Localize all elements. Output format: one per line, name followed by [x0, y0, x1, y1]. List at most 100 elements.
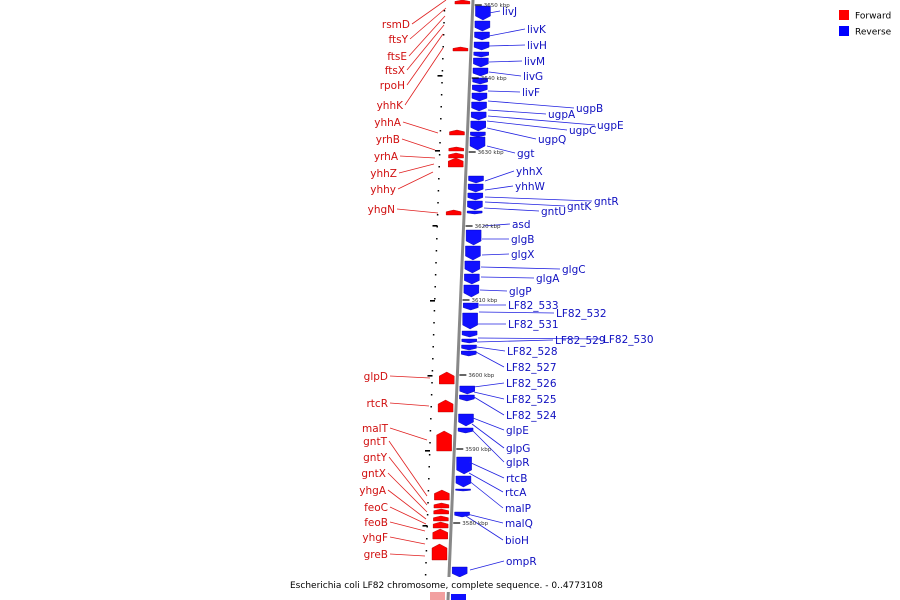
reverse-feature: [462, 312, 478, 330]
gene-label-glpe: glpE: [506, 425, 529, 437]
major-tick: [430, 300, 435, 302]
gene-label-glgx: glgX: [511, 249, 534, 261]
leader-line: [487, 115, 596, 126]
gene-label-gntx: gntX: [361, 468, 386, 480]
legend-forward-label: Forward: [855, 12, 891, 22]
gene-label-rtcb: rtcB: [506, 473, 527, 485]
forward-feature: [439, 371, 455, 385]
gene-label-lf82-526: LF82_526: [506, 378, 557, 390]
minor-tick: [441, 82, 443, 84]
minor-tick: [439, 130, 442, 132]
gene-label-yrhb: yrhB: [376, 134, 400, 146]
gene-label-malq: malQ: [505, 518, 533, 530]
minor-tick: [442, 46, 444, 48]
leader-line: [408, 15, 446, 57]
tick-label: 3590 kbp: [465, 447, 491, 453]
reverse-feature: [469, 136, 486, 151]
leader-line: [389, 521, 426, 532]
minor-tick: [427, 502, 429, 504]
leader-line: [388, 440, 428, 497]
leader-line: [468, 461, 505, 479]
forward-feature: [432, 528, 448, 540]
forward-feature: [449, 129, 465, 136]
reverse-feature: [467, 200, 483, 211]
reverse-feature: [473, 41, 490, 51]
leader-line: [398, 163, 435, 174]
forward-feature: [437, 399, 454, 413]
gene-label-livm: livM: [524, 56, 545, 68]
leader-line: [396, 208, 439, 214]
forward-feature: [452, 46, 469, 52]
minor-tick: [432, 334, 435, 336]
leader-line: [484, 170, 515, 182]
leader-line: [389, 506, 427, 525]
minor-tick: [434, 298, 436, 300]
gene-label-asd: asd: [512, 219, 531, 231]
gene-label-lf82-528: LF82_528: [507, 346, 558, 358]
gene-label-lf82-532: LF82_532: [556, 308, 607, 320]
minor-tick: [437, 190, 440, 192]
leader-line: [387, 472, 428, 513]
gene-label-rtcr: rtcR: [366, 398, 388, 410]
gene-label-glga: glgA: [536, 273, 560, 285]
leader-line: [480, 266, 561, 270]
leader-line: [399, 155, 436, 159]
gene-label-yhgn: yhgN: [368, 204, 395, 216]
minor-tick: [426, 538, 428, 540]
gene-label-ugpq: ugpQ: [538, 134, 566, 146]
gene-label-yhhz: yhhZ: [370, 168, 397, 180]
reverse-feature: [467, 192, 484, 201]
minor-tick: [438, 166, 440, 168]
reverse-feature: [468, 175, 484, 184]
gene-label-ompr: ompR: [506, 556, 537, 568]
leader-line: [404, 47, 444, 106]
leader-line: [388, 456, 428, 506]
leader-line: [488, 44, 526, 47]
reverse-feature: [471, 101, 487, 112]
leader-line: [389, 536, 426, 545]
map-caption: Escherichia coli LF82 chromosome, comple…: [290, 581, 603, 591]
leader-line: [406, 24, 445, 71]
tick-label: 3610 kbp: [472, 298, 498, 304]
gene-label-gntr: gntR: [594, 196, 619, 208]
forward-feature: [448, 152, 464, 159]
minor-tick: [429, 442, 431, 444]
gene-label-rpoh: rpoH: [380, 80, 405, 92]
forward-feature: [436, 430, 452, 452]
reverse-feature: [473, 51, 489, 58]
reverse-feature: [465, 229, 482, 246]
leader-line: [473, 391, 505, 400]
leader-line: [473, 382, 505, 388]
gene-label-glpg: glpG: [506, 443, 530, 455]
minor-tick: [433, 322, 435, 324]
forward-feature: [432, 521, 449, 529]
minor-tick: [425, 562, 427, 564]
gene-label-feob: feoB: [364, 517, 388, 529]
gene-label-yhha: yhhA: [374, 117, 402, 129]
minor-tick: [441, 70, 444, 72]
tick-label: 3600 kbp: [468, 373, 494, 379]
minor-tick: [442, 58, 444, 60]
gene-label-bioh: bioH: [505, 535, 529, 547]
leader-line: [411, 0, 447, 25]
leader-line: [473, 396, 505, 416]
leader-line: [483, 207, 540, 212]
minor-tick: [432, 358, 434, 360]
leader-line: [478, 311, 555, 314]
label-leaders: [387, 0, 602, 571]
minor-tick: [435, 262, 437, 264]
minor-tick: [443, 10, 446, 12]
minor-tick: [440, 118, 442, 120]
gene-label-gntt: gntT: [363, 436, 387, 448]
tick-label: 3580 kbp: [462, 521, 488, 527]
gene-label-yhhx: yhhX: [516, 166, 543, 178]
leader-line: [471, 429, 505, 463]
reverse-feature: [470, 111, 487, 121]
reverse-feature: [458, 413, 474, 427]
major-tick: [432, 225, 438, 227]
leader-line: [475, 351, 505, 368]
gene-label-livf: livF: [522, 87, 540, 99]
gene-label-malt: malT: [362, 423, 389, 435]
minor-tick: [434, 274, 437, 276]
